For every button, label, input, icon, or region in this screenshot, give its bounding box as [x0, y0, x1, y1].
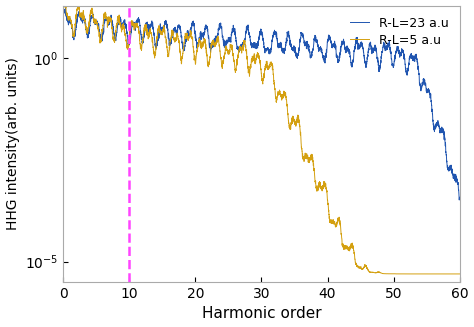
R-L=5 a.u [157, 31, 163, 35]
Y-axis label: HHG intensity(arb. units): HHG intensity(arb. units) [6, 57, 19, 230]
R-L=5 a.u [62, 0, 68, 4]
R-L=5 a.u [153, 47, 159, 51]
R-L=23 a.u [157, 25, 163, 29]
R-L=5 a.u [457, 272, 463, 276]
R-L=5 a.u [454, 272, 459, 276]
X-axis label: Harmonic order: Harmonic order [201, 306, 321, 321]
Line: R-L=23 a.u: R-L=23 a.u [64, 8, 460, 200]
R-L=23 a.u [238, 45, 244, 49]
R-L=5 a.u [238, 47, 244, 51]
R-L=23 a.u [454, 176, 459, 180]
R-L=5 a.u [210, 42, 216, 45]
R-L=23 a.u [210, 45, 216, 49]
R-L=23 a.u [457, 195, 463, 199]
R-L=5 a.u [454, 272, 459, 276]
R-L=5 a.u [61, 6, 67, 9]
R-L=23 a.u [155, 39, 161, 43]
R-L=23 a.u [153, 43, 159, 47]
Legend: R-L=23 a.u, R-L=5 a.u: R-L=23 a.u, R-L=5 a.u [345, 12, 454, 52]
Line: R-L=5 a.u: R-L=5 a.u [64, 2, 460, 274]
R-L=23 a.u [456, 198, 462, 202]
R-L=23 a.u [63, 6, 68, 10]
R-L=23 a.u [61, 8, 67, 12]
R-L=5 a.u [155, 28, 161, 32]
